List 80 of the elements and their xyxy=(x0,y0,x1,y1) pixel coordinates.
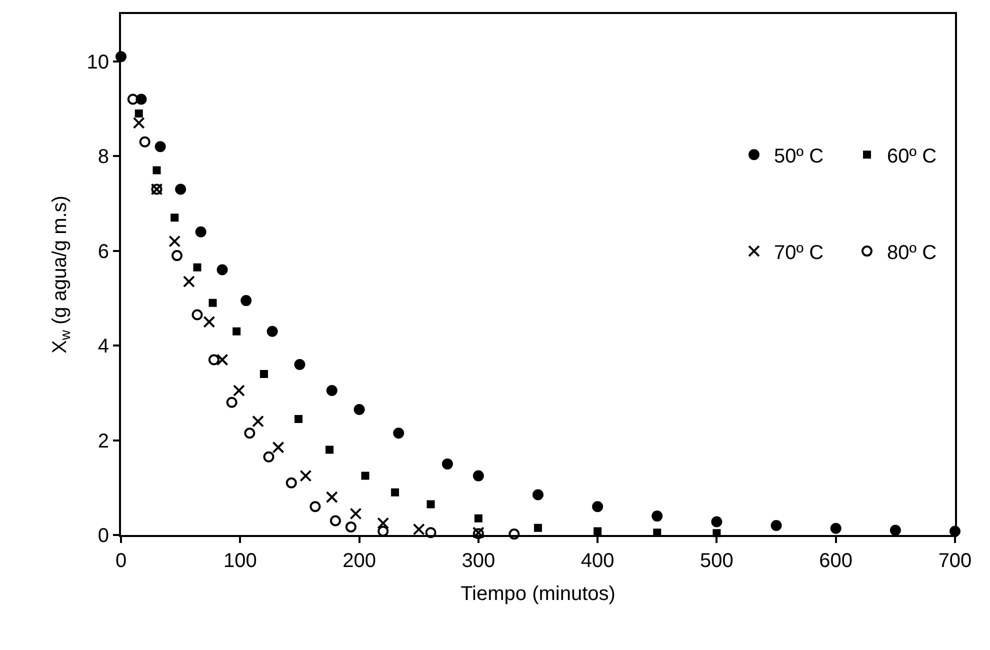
x-tick-label: 600 xyxy=(819,550,853,572)
point xyxy=(442,458,453,470)
point xyxy=(354,404,365,415)
point xyxy=(172,250,182,262)
point xyxy=(652,510,663,522)
point xyxy=(326,385,338,396)
point xyxy=(127,94,138,105)
point xyxy=(508,528,520,540)
x-tick-label: 300 xyxy=(462,550,496,572)
y-tick-label: 4 xyxy=(98,336,109,358)
x-tick-label: 100 xyxy=(223,550,257,572)
point xyxy=(182,276,195,288)
point xyxy=(192,309,203,320)
point xyxy=(770,520,782,532)
point xyxy=(345,521,356,532)
point xyxy=(232,327,241,336)
x-tick-label: 0 xyxy=(115,550,127,572)
point xyxy=(175,184,186,195)
point xyxy=(711,516,722,528)
point xyxy=(216,264,228,276)
point xyxy=(232,384,245,397)
legend-label: 60º C xyxy=(886,145,937,168)
point xyxy=(472,470,484,482)
point xyxy=(260,370,268,378)
legend-label: 80º C xyxy=(886,242,937,264)
point xyxy=(154,141,166,152)
legend-label: 70º C xyxy=(774,242,824,264)
point xyxy=(272,441,284,454)
point xyxy=(195,226,206,238)
point xyxy=(244,428,256,439)
x-tick-label: 500 xyxy=(700,550,734,572)
point xyxy=(252,415,264,428)
legend-label: 50º C xyxy=(774,145,824,168)
point xyxy=(391,488,400,496)
point xyxy=(266,326,278,337)
x-tick-label: 200 xyxy=(342,550,376,572)
point xyxy=(226,396,238,408)
point xyxy=(412,523,425,536)
point xyxy=(132,116,145,129)
point xyxy=(240,295,252,306)
point xyxy=(425,527,436,538)
point xyxy=(168,235,181,248)
point xyxy=(534,524,542,532)
point xyxy=(134,109,143,118)
point xyxy=(310,501,321,512)
point xyxy=(139,136,150,148)
y-tick-label: 0 xyxy=(98,525,109,547)
point xyxy=(890,524,901,536)
point xyxy=(474,514,482,522)
point xyxy=(300,470,312,482)
x-tick-label: 400 xyxy=(580,550,614,572)
point xyxy=(361,472,370,480)
y-tick-label: 8 xyxy=(98,146,109,168)
point xyxy=(592,501,604,512)
point xyxy=(208,298,217,307)
point xyxy=(330,515,341,526)
point xyxy=(208,354,220,366)
point xyxy=(830,522,842,534)
point xyxy=(193,263,202,272)
point xyxy=(152,166,161,174)
point xyxy=(286,477,297,488)
point xyxy=(326,491,338,504)
point xyxy=(326,446,334,454)
point xyxy=(294,358,306,370)
point xyxy=(170,214,179,222)
x-axis-title: Tiempo (minutos) xyxy=(460,583,616,605)
y-tick-label: 2 xyxy=(98,430,109,452)
point xyxy=(426,500,435,508)
point xyxy=(594,527,602,536)
point xyxy=(532,489,544,500)
point xyxy=(377,517,390,530)
point xyxy=(263,451,274,462)
x-tick-label: 700 xyxy=(938,550,972,572)
point xyxy=(216,354,228,366)
y-tick-label: 6 xyxy=(98,240,109,263)
point xyxy=(393,428,404,439)
y-tick-label: 10 xyxy=(86,51,109,74)
point xyxy=(294,414,303,423)
point xyxy=(350,508,362,520)
point xyxy=(203,316,216,328)
